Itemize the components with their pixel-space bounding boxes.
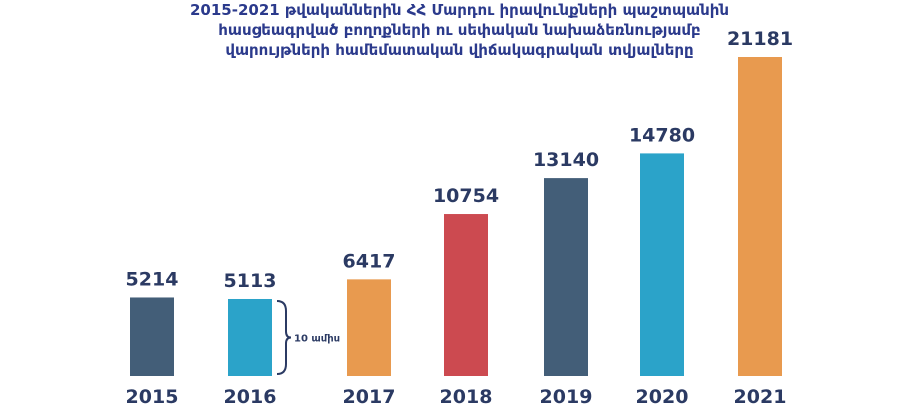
value-label-2017: 6417 [343,250,396,272]
tick-label-2019: 2019 [540,386,593,408]
value-label-2020: 14780 [629,124,695,146]
chart-title-line-3: վարույթների համեմատական վիճակագրական տվյ… [225,41,694,59]
tick-label-2020: 2020 [636,386,689,408]
value-label-2016: 5113 [224,270,277,292]
tick-label-2016: 2016 [224,386,277,408]
bar-2015 [130,297,174,376]
value-label-group: 5214 5113 6417 10754 13140 14780 21181 [126,28,794,292]
tick-label-2021: 2021 [734,386,787,408]
value-label-2018: 10754 [433,185,499,207]
chart-title: 2015-2021 թվականներին ՀՀ Մարդու իրավունք… [0,0,919,60]
bar-group [130,57,782,376]
value-label-2021: 21181 [727,28,793,50]
bar-2017 [347,279,391,376]
annotation-label: 10 ամիս [294,333,340,344]
chart-title-line-2: հասցեագրված բողոքների ու սեփական նախաձեռ… [218,21,701,39]
x-axis-tick-labels: 2015 2016 2017 2018 2019 2020 2021 [126,386,787,408]
tick-label-2017: 2017 [343,386,396,408]
bar-2016 [228,298,272,376]
value-label-2015: 5214 [126,268,179,290]
bar-2020 [640,153,684,376]
bar-2018 [444,214,488,376]
tick-label-2015: 2015 [126,386,179,408]
annotation-group: 10 ամիս [276,299,340,375]
bar-2021 [738,57,782,376]
bar-2019 [544,178,588,376]
brace-annotation [276,299,292,375]
value-label-2019: 13140 [533,149,599,171]
tick-label-2018: 2018 [440,386,493,408]
chart-title-line-1: 2015-2021 թվականներին ՀՀ Մարդու իրավունք… [189,1,730,19]
